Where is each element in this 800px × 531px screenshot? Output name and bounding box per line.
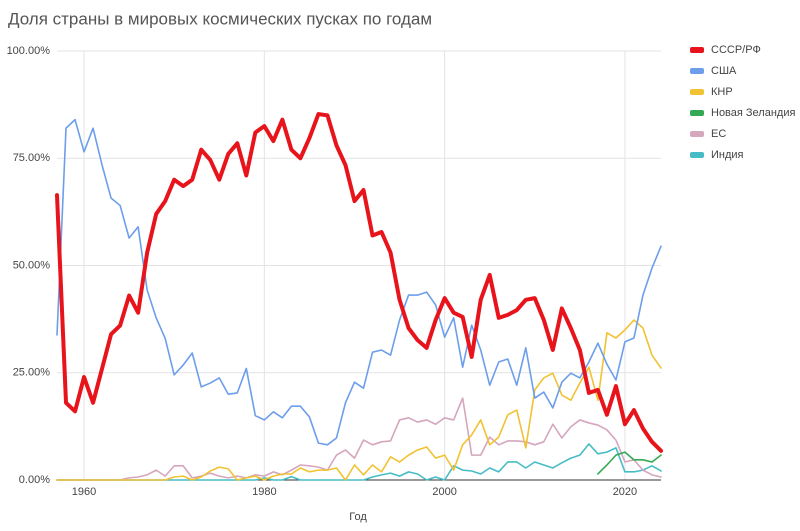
legend-swatch — [690, 68, 704, 74]
x-tick-label: 2000 — [432, 486, 456, 498]
legend-swatch — [690, 47, 704, 53]
legend-swatch — [690, 89, 704, 95]
y-tick-label: 25.00% — [13, 367, 51, 379]
series-line — [56, 319, 662, 481]
series-line — [56, 118, 662, 446]
legend-label: СССР/РФ — [711, 44, 761, 56]
y-tick-label: 0.00% — [19, 474, 50, 486]
series-line — [56, 397, 662, 481]
legend-label: ЕС — [711, 128, 726, 140]
x-tick-label: 1980 — [252, 486, 276, 498]
legend-label: Индия — [711, 149, 744, 161]
chart-title: Доля страны в мировых космических пусках… — [8, 9, 432, 28]
x-axis-label: Год — [349, 511, 367, 523]
x-tick-label: 2020 — [613, 486, 637, 498]
legend-label: КНР — [711, 86, 733, 98]
legend-swatch — [690, 110, 704, 116]
series-line — [597, 451, 662, 475]
series-line — [55, 112, 663, 453]
y-tick-label: 50.00% — [13, 259, 51, 271]
legend-swatch — [690, 152, 704, 158]
x-tick-label: 1960 — [72, 486, 96, 498]
legend-label: США — [711, 65, 737, 77]
legend-label: Новая Зеландия — [711, 107, 795, 119]
y-tick-label: 100.00% — [7, 45, 51, 57]
legend-swatch — [690, 131, 704, 137]
y-tick-label: 75.00% — [13, 152, 51, 164]
